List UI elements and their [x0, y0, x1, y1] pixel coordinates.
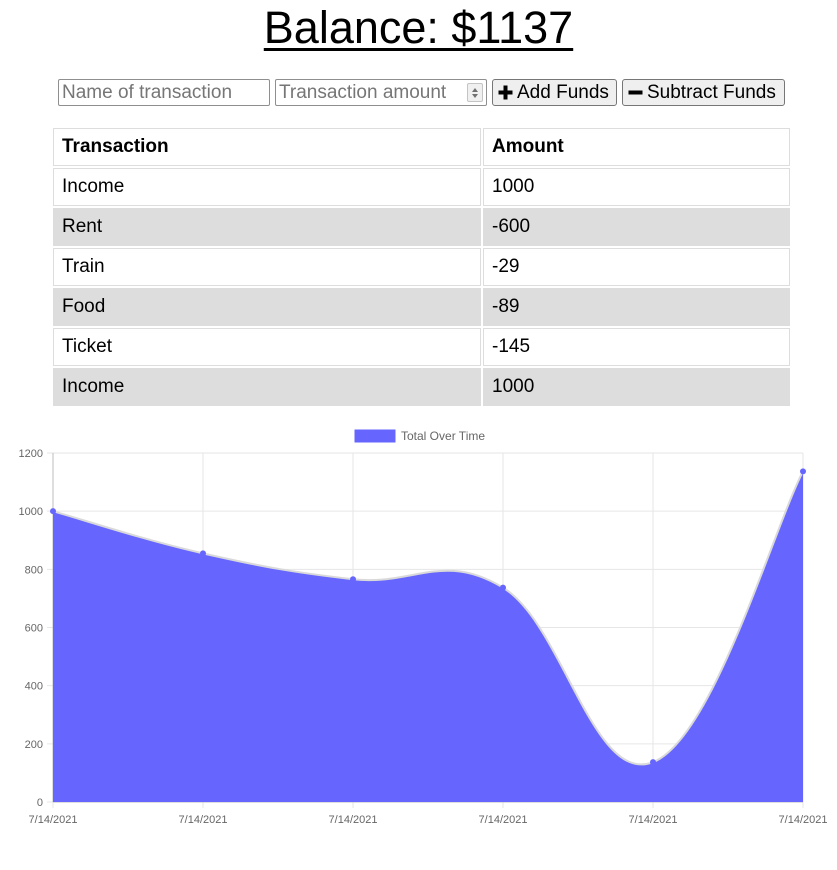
- y-tick-label: 400: [25, 681, 43, 693]
- balance-title: Balance: $1137: [263, 2, 574, 53]
- transaction-name-cell: Income: [53, 168, 481, 206]
- y-tick-label: 1000: [19, 506, 43, 518]
- x-tick-label: 7/14/2021: [179, 814, 228, 826]
- minus-icon: [628, 90, 643, 95]
- chart-legend: Total Over Time: [354, 429, 485, 443]
- y-tick-label: 200: [25, 739, 43, 751]
- transaction-amount-field: [275, 79, 487, 106]
- series-area: [53, 471, 803, 802]
- table-header-row: Transaction Amount: [53, 128, 790, 166]
- transaction-amount-cell: -29: [483, 248, 790, 286]
- transaction-amount-input[interactable]: [275, 79, 487, 106]
- add-funds-label: Add Funds: [517, 81, 609, 103]
- x-tick-label: 7/14/2021: [629, 814, 678, 826]
- transaction-amount-cell: 1000: [483, 368, 790, 406]
- transactions-table: Transaction Amount Income 1000 Rent -600…: [51, 126, 792, 408]
- data-point: [800, 468, 806, 475]
- transaction-name-cell: Rent: [53, 208, 481, 246]
- transaction-name-input[interactable]: [58, 79, 270, 106]
- add-funds-button[interactable]: Add Funds: [492, 79, 617, 106]
- transaction-name-cell: Ticket: [53, 328, 481, 366]
- data-point: [50, 508, 56, 515]
- transaction-amount-cell: -600: [483, 208, 790, 246]
- table-row: Income 1000: [53, 368, 790, 406]
- x-tick-label: 7/14/2021: [29, 814, 78, 826]
- subtract-funds-button[interactable]: Subtract Funds: [622, 79, 785, 106]
- legend-label: Total Over Time: [401, 429, 485, 443]
- transaction-amount-cell: -145: [483, 328, 790, 366]
- legend-swatch: [354, 429, 396, 443]
- y-tick-label: 0: [37, 797, 43, 809]
- table-row: Income 1000: [53, 168, 790, 206]
- y-tick-label: 1200: [19, 448, 43, 460]
- number-stepper[interactable]: [467, 83, 483, 102]
- transaction-amount-cell: 1000: [483, 168, 790, 206]
- x-tick-label: 7/14/2021: [779, 814, 828, 826]
- x-tick-label: 7/14/2021: [479, 814, 528, 826]
- y-tick-label: 600: [25, 623, 43, 635]
- table-row: Rent -600: [53, 208, 790, 246]
- transaction-name-cell: Train: [53, 248, 481, 286]
- table-row: Ticket -145: [53, 328, 790, 366]
- data-point: [500, 584, 506, 591]
- total-over-time-chart: 0 200 400 600 800 1000 1200 7/14/2021 7/14/2021 7…: [19, 429, 828, 826]
- header-transaction: Transaction: [53, 128, 481, 166]
- data-point: [200, 550, 206, 557]
- transaction-name-cell: Income: [53, 368, 481, 406]
- transaction-name-cell: Food: [53, 288, 481, 326]
- subtract-funds-label: Subtract Funds: [647, 81, 776, 103]
- plus-icon: [498, 85, 513, 100]
- x-tick-label: 7/14/2021: [329, 814, 378, 826]
- data-point: [350, 576, 356, 583]
- y-tick-label: 800: [25, 564, 43, 576]
- data-point: [650, 759, 656, 766]
- table-row: Food -89: [53, 288, 790, 326]
- stepper-up-icon[interactable]: [472, 87, 478, 92]
- table-row: Train -29: [53, 248, 790, 286]
- stepper-down-icon[interactable]: [472, 93, 478, 98]
- header-amount: Amount: [483, 128, 790, 166]
- transaction-amount-cell: -89: [483, 288, 790, 326]
